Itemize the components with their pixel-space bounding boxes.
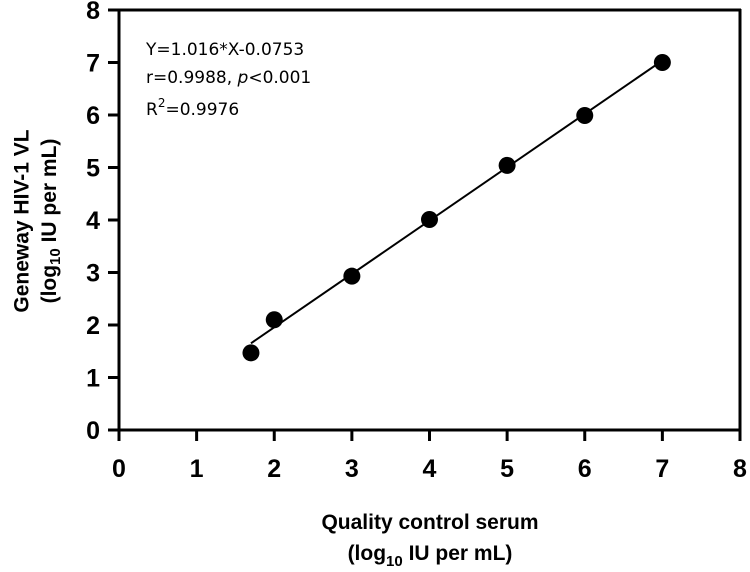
y-axis-title-subscript: 10: [47, 248, 64, 265]
data-point: [265, 311, 283, 329]
correlation-annotation: r=0.9988, p<0.001: [146, 68, 311, 88]
x-tick-label: 6: [578, 455, 592, 483]
x-tick-label: 1: [190, 455, 204, 483]
fit-line-group: [250, 59, 663, 345]
r2-superscript: 2: [158, 96, 166, 110]
x-tick-label: 5: [500, 455, 514, 483]
y-axis-title-line2: (log10 IU per mL): [38, 139, 64, 304]
y-tick-label: 4: [86, 207, 100, 235]
x-tick-label: 7: [655, 455, 669, 483]
y-axis-title-line1: Geneway HIV-1 VL: [11, 129, 34, 312]
data-point: [421, 210, 438, 228]
p-symbol: p: [237, 68, 249, 88]
x-tick-label: 0: [112, 455, 126, 483]
data-point: [242, 344, 260, 362]
r2-prefix: R: [146, 100, 158, 120]
equation-annotation: Y=1.016*X-0.0753: [145, 40, 304, 60]
r-squared-annotation: R2=0.9976: [146, 96, 239, 120]
x-axis-title-subscript: 10: [386, 553, 403, 570]
y-tick-label: 2: [86, 312, 100, 340]
y-tick-label: 7: [86, 50, 100, 78]
r2-value: =0.9976: [165, 100, 239, 120]
y-tick-label: 0: [86, 417, 100, 445]
data-point: [653, 54, 671, 71]
data-point: [576, 107, 594, 125]
y-tick-label: 8: [86, 0, 100, 25]
y-tick-label: 1: [86, 365, 100, 393]
y-axis-title-suffix: IU per mL): [38, 139, 61, 249]
x-tick-label: 2: [267, 455, 281, 483]
y-tick-label: 6: [86, 102, 100, 130]
x-axis-title-line2: (log10 IU per mL): [348, 542, 513, 570]
y-axis-ticks: 0 1 2 3 4 5 6 7 8: [86, 0, 119, 445]
x-axis-ticks: 0 1 2 3 4 5 6 7 8: [112, 430, 747, 483]
x-axis-title-prefix: (log: [348, 542, 386, 565]
data-point: [343, 267, 361, 285]
p-value: <0.001: [248, 68, 311, 88]
y-tick-label: 3: [86, 260, 100, 288]
y-tick-label: 5: [86, 155, 100, 183]
x-tick-label: 3: [345, 455, 359, 483]
x-tick-label: 8: [733, 455, 747, 483]
r-value: r=0.9988,: [146, 68, 238, 88]
regression-line: [250, 59, 663, 345]
data-point: [498, 156, 516, 174]
x-axis-title-suffix: IU per mL): [403, 542, 513, 565]
x-axis-title-line1: Quality control serum: [321, 511, 538, 534]
x-tick-label: 4: [423, 455, 437, 483]
data-points: [242, 54, 671, 362]
y-axis-title-prefix: (log: [38, 265, 61, 303]
